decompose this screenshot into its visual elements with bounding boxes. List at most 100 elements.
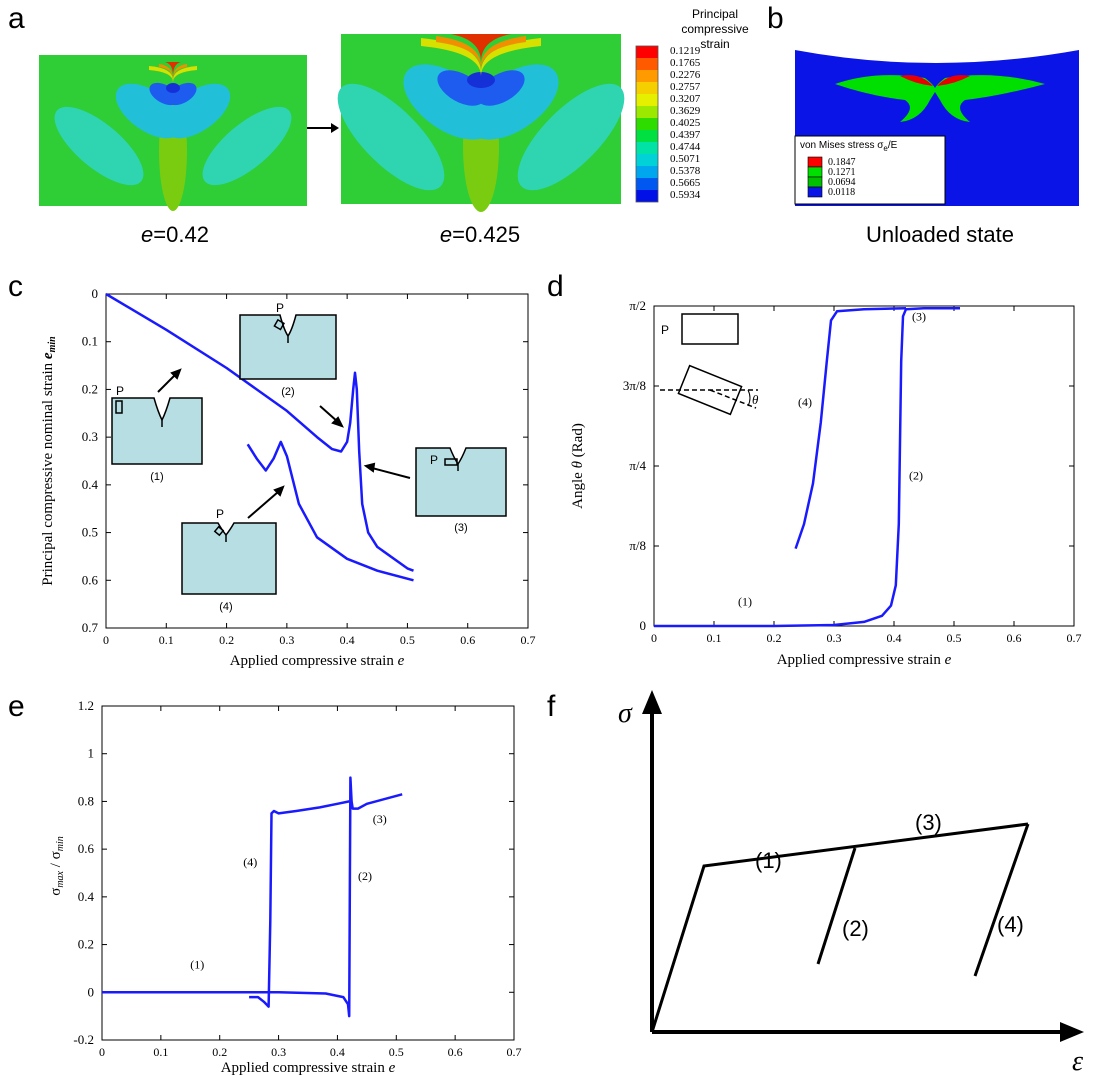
series-line-1 — [654, 306, 960, 628]
field-b-red-left — [900, 75, 933, 86]
y-tick-label: 0.1 — [82, 334, 98, 349]
panel-a-field-left — [39, 55, 307, 211]
inset-4: P (4) — [181, 507, 277, 613]
field-b-green — [835, 75, 1045, 122]
y-tick-label: 0 — [92, 286, 99, 301]
colorbar-swatch-6 — [636, 118, 658, 130]
f-y-arrowhead — [642, 690, 662, 714]
x-tick-label: 0.4 — [887, 631, 902, 645]
vm-legend-label-0: 0.1847 — [828, 157, 856, 168]
y-tick-label: 0.7 — [82, 620, 99, 635]
colorbar-label-9: 0.5071 — [670, 153, 700, 165]
y-tick-label: 0.6 — [78, 841, 95, 856]
y-tick-label: π/2 — [629, 298, 646, 313]
panel-c-letter: c — [8, 270, 23, 303]
colorbar-swatch-5 — [636, 106, 658, 118]
colorbar-swatch-2 — [636, 70, 658, 82]
inset-1: P (1) — [111, 384, 203, 483]
colorbar-swatch-7 — [636, 130, 658, 142]
x-tick-label: 0.6 — [1007, 631, 1022, 645]
e-ylabel: σmax / σmin — [48, 836, 66, 896]
y-tick-label: 0.6 — [82, 572, 99, 587]
y-tick-label: 0 — [640, 618, 647, 633]
series-line-1 — [105, 292, 414, 572]
colorbar-label-5: 0.3629 — [670, 105, 701, 117]
vm-legend-swatch-0 — [807, 156, 823, 168]
colorbar-label-2: 0.2276 — [670, 69, 701, 81]
x-tick-label: 0.5 — [389, 1045, 404, 1059]
x-tick-label: 0 — [99, 1045, 105, 1059]
colorbar-swatch-10 — [636, 166, 658, 178]
inset-2-p-label: P — [276, 301, 284, 315]
vm-legend-label-2: 0.0694 — [828, 177, 856, 188]
panel-a-letter: a — [8, 2, 25, 35]
x-tick-label: 0.6 — [460, 633, 475, 647]
vm-legend-label-1: 0.1271 — [828, 167, 856, 178]
y-tick-label: π/4 — [629, 458, 646, 473]
panel-d-letter: d — [547, 270, 564, 303]
d-inset: P θ — [660, 313, 759, 416]
colorbar-label-1: 0.1765 — [670, 57, 701, 69]
panel-f-letter: f — [547, 690, 556, 723]
panel-a-field-right — [337, 34, 625, 212]
x-tick-label: 0.7 — [521, 633, 536, 647]
panel-b-letter: b — [767, 2, 784, 35]
c-arrows — [157, 368, 411, 519]
y-tick-label: 0.4 — [82, 477, 99, 492]
panel-e-chart: 0 0.1 0.2 0.3 0.4 0.5 0.6 0.7 -0.2 0 0.2 0.4 0.6 0.8 1… — [48, 698, 522, 1076]
y-tick-label: 0.8 — [78, 793, 94, 808]
y-tick-label: -0.2 — [73, 1032, 94, 1047]
f-x-arrowhead — [1060, 1022, 1084, 1042]
inset-3-label: (3) — [454, 522, 467, 534]
colorbar-label-11: 0.5665 — [670, 177, 701, 189]
f-unload-4 — [973, 823, 1030, 977]
colorbar-label-7: 0.4397 — [670, 129, 701, 141]
curve-label: (4) — [243, 855, 257, 869]
colorbar-label-12: 0.5934 — [670, 189, 701, 201]
x-tick-label: 0.4 — [340, 633, 355, 647]
vm-legend-swatch-3 — [807, 186, 823, 198]
colorbar-swatch-3 — [636, 82, 658, 94]
inset-4-label: (4) — [219, 601, 232, 613]
curve-label: (2) — [358, 869, 372, 883]
f-unload-2 — [816, 847, 857, 965]
y-tick-label: 1 — [88, 746, 95, 761]
y-tick-label: 0.2 — [78, 937, 94, 952]
x-tick-label: 0.2 — [767, 631, 782, 645]
panel-b-legend-title: von Mises stress σe/E — [800, 140, 898, 153]
x-tick-label: 0.4 — [330, 1045, 345, 1059]
y-tick-label: 0.4 — [78, 889, 95, 904]
y-tick-label: 3π/8 — [623, 378, 646, 393]
d-inset-p-label: P — [661, 323, 669, 337]
colorbar-label-6: 0.4025 — [670, 117, 701, 129]
panel-a-arrow — [307, 123, 339, 133]
d-inset-theta: θ — [752, 392, 759, 407]
legend-title-line1: Principal compressive — [681, 7, 749, 36]
x-tick-label: 0.5 — [947, 631, 962, 645]
inset-2: P (2) — [239, 301, 337, 398]
colorbar-swatch-4 — [636, 94, 658, 106]
x-tick-label: 0.1 — [153, 1045, 168, 1059]
y-tick-label: 0.3 — [82, 429, 98, 444]
x-tick-label: 0.2 — [219, 633, 234, 647]
f-label-1: (1) — [755, 848, 782, 873]
colorbar-label-4: 0.3207 — [670, 93, 701, 105]
inset-2-label: (2) — [281, 386, 294, 398]
vm-legend-swatch-2 — [807, 176, 823, 188]
curve-label: (3) — [912, 309, 926, 323]
y-tick-label: 0 — [88, 984, 95, 999]
curve-label: (2) — [909, 468, 923, 482]
colorbar-label-3: 0.2757 — [670, 81, 701, 93]
x-tick-label: 0.2 — [212, 1045, 227, 1059]
panel-a-colorbar: 0.12190.17650.22760.27570.32070.36290.40… — [635, 45, 701, 203]
y-tick-label: 1.2 — [78, 698, 94, 713]
inset-4-p-label: P — [216, 507, 224, 521]
legend-title-line2: strain — [700, 37, 730, 51]
inset-3: P (3) — [415, 447, 507, 534]
panel-d-chart: 0 0.1 0.2 0.3 0.4 0.5 0.6 0.7 0 π/8 π/4 3π/8 π/2 (1)… — [570, 298, 1082, 668]
inset-1-p-label: P — [116, 384, 124, 398]
curve-label: (1) — [190, 957, 204, 971]
x-tick-label: 0 — [651, 631, 657, 645]
series-line-2 — [246, 440, 414, 582]
